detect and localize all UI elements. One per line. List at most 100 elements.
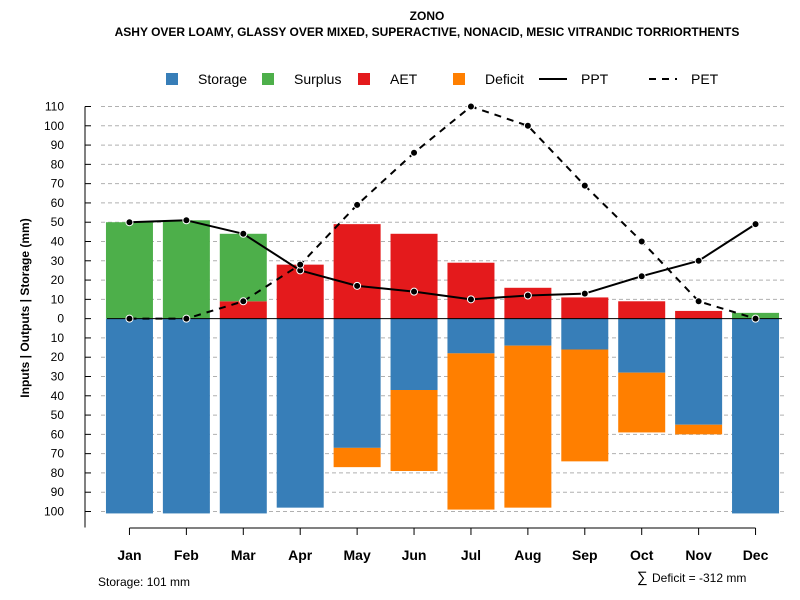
bar-storage-aug [504,318,552,346]
y-tick-label: 50 [51,408,65,422]
legend-label-storage: Storage [198,71,247,87]
chart-title: ZONO [410,9,445,23]
series-lines [129,105,757,320]
bars [105,220,780,514]
point-ppt-jan [125,218,134,227]
point-ppt-jul [466,295,475,304]
y-tick-label: 20 [51,350,65,364]
x-tick-label-feb: Feb [174,547,199,563]
point-ppt-mar [239,229,248,238]
x-tick-label-aug: Aug [514,547,541,563]
bar-deficit-oct [618,372,666,433]
legend-swatch-storage [166,73,178,85]
y-tick-label: 100 [44,119,64,133]
x-tick-label-mar: Mar [231,547,256,563]
point-ppt-may [353,281,362,290]
y-tick-label: 80 [51,157,65,171]
series-points [125,102,760,323]
point-ppt-dec [751,220,760,229]
point-ppt-nov [694,256,703,265]
bar-deficit-jun [390,390,438,471]
point-pet-jan [125,314,134,323]
axes: 1101009080706050403020100102030405060708… [44,100,782,563]
point-pet-may [353,200,362,209]
y-tick-label: 90 [51,138,65,152]
x-tick-label-apr: Apr [288,547,313,563]
point-ppt-jun [410,287,419,296]
legend: Storage Surplus AET Deficit PPT PET [166,71,719,87]
y-tick-label: 70 [51,447,65,461]
x-tick-label-dec: Dec [743,547,769,563]
legend-swatch-surplus [262,73,274,85]
point-pet-jun [410,148,419,157]
legend-label-surplus: Surplus [294,71,341,87]
y-tick-label: 30 [51,370,65,384]
legend-label-ppt: PPT [581,71,609,87]
y-tick-label: 70 [51,177,65,191]
x-tick-label-may: May [344,547,371,563]
bar-storage-apr [276,318,324,508]
bar-surplus-jan [105,222,153,319]
bar-deficit-nov [675,424,723,435]
y-tick-label: 110 [45,100,64,114]
point-pet-jul [466,102,475,111]
bar-deficit-jul [447,353,495,510]
chart-subtitle: ASHY OVER LOAMY, GLASSY OVER MIXED, SUPE… [115,25,740,39]
y-tick-label: 40 [51,235,65,249]
point-pet-aug [523,121,532,130]
legend-swatch-deficit [453,73,465,85]
legend-label-pet: PET [691,71,719,87]
x-tick-label-jul: Jul [461,547,481,563]
bar-aet-jun [390,233,438,319]
bar-storage-jul [447,318,495,354]
gridlines [101,106,784,512]
storage-footer: Storage: 101 mm [98,575,190,589]
bar-deficit-sep [561,349,609,462]
point-pet-oct [637,237,646,246]
line-pet [129,105,756,320]
x-tick-label-jan: Jan [117,547,141,563]
legend-label-deficit: Deficit [485,71,524,87]
y-tick-label: 10 [51,331,65,345]
bar-storage-sep [561,318,609,350]
x-tick-label-nov: Nov [685,547,712,563]
y-tick-label: 50 [51,215,65,229]
point-pet-nov [694,297,703,306]
bar-storage-may [333,318,381,448]
bar-aet-oct [618,301,666,319]
bar-surplus-feb [162,220,210,319]
point-ppt-oct [637,272,646,281]
bar-aet-may [333,224,381,319]
y-tick-label: 60 [51,196,65,210]
point-ppt-aug [523,291,532,300]
sum-symbol: ∑ [637,569,648,586]
x-tick-label-sep: Sep [572,547,598,563]
y-tick-label: 40 [51,389,65,403]
point-pet-dec [751,314,760,323]
legend-swatch-aet [358,73,370,85]
line-ppt [129,219,757,301]
y-tick-label: 60 [51,427,65,441]
y-tick-label: 10 [51,292,65,306]
x-tick-label-jun: Jun [402,547,427,563]
bar-storage-jan [105,318,153,514]
y-tick-label: 80 [51,466,65,480]
point-pet-sep [580,181,589,190]
bar-aet-nov [675,310,723,319]
bar-storage-dec [732,318,780,514]
legend-label-aet: AET [390,71,418,87]
bar-storage-jun [390,318,438,390]
point-ppt-sep [580,289,589,298]
bar-storage-feb [162,318,210,514]
bar-aet-jul [447,262,495,319]
y-tick-label: 20 [51,273,65,287]
y-axis-label: Inputs | Outputs | Storage (mm) [18,218,32,397]
bar-storage-oct [618,318,666,373]
point-pet-apr [296,260,305,269]
y-tick-label: 100 [44,505,64,519]
bar-aet-sep [561,297,609,319]
bar-storage-mar [219,318,267,514]
bar-storage-nov [675,318,723,425]
point-pet-feb [182,314,191,323]
